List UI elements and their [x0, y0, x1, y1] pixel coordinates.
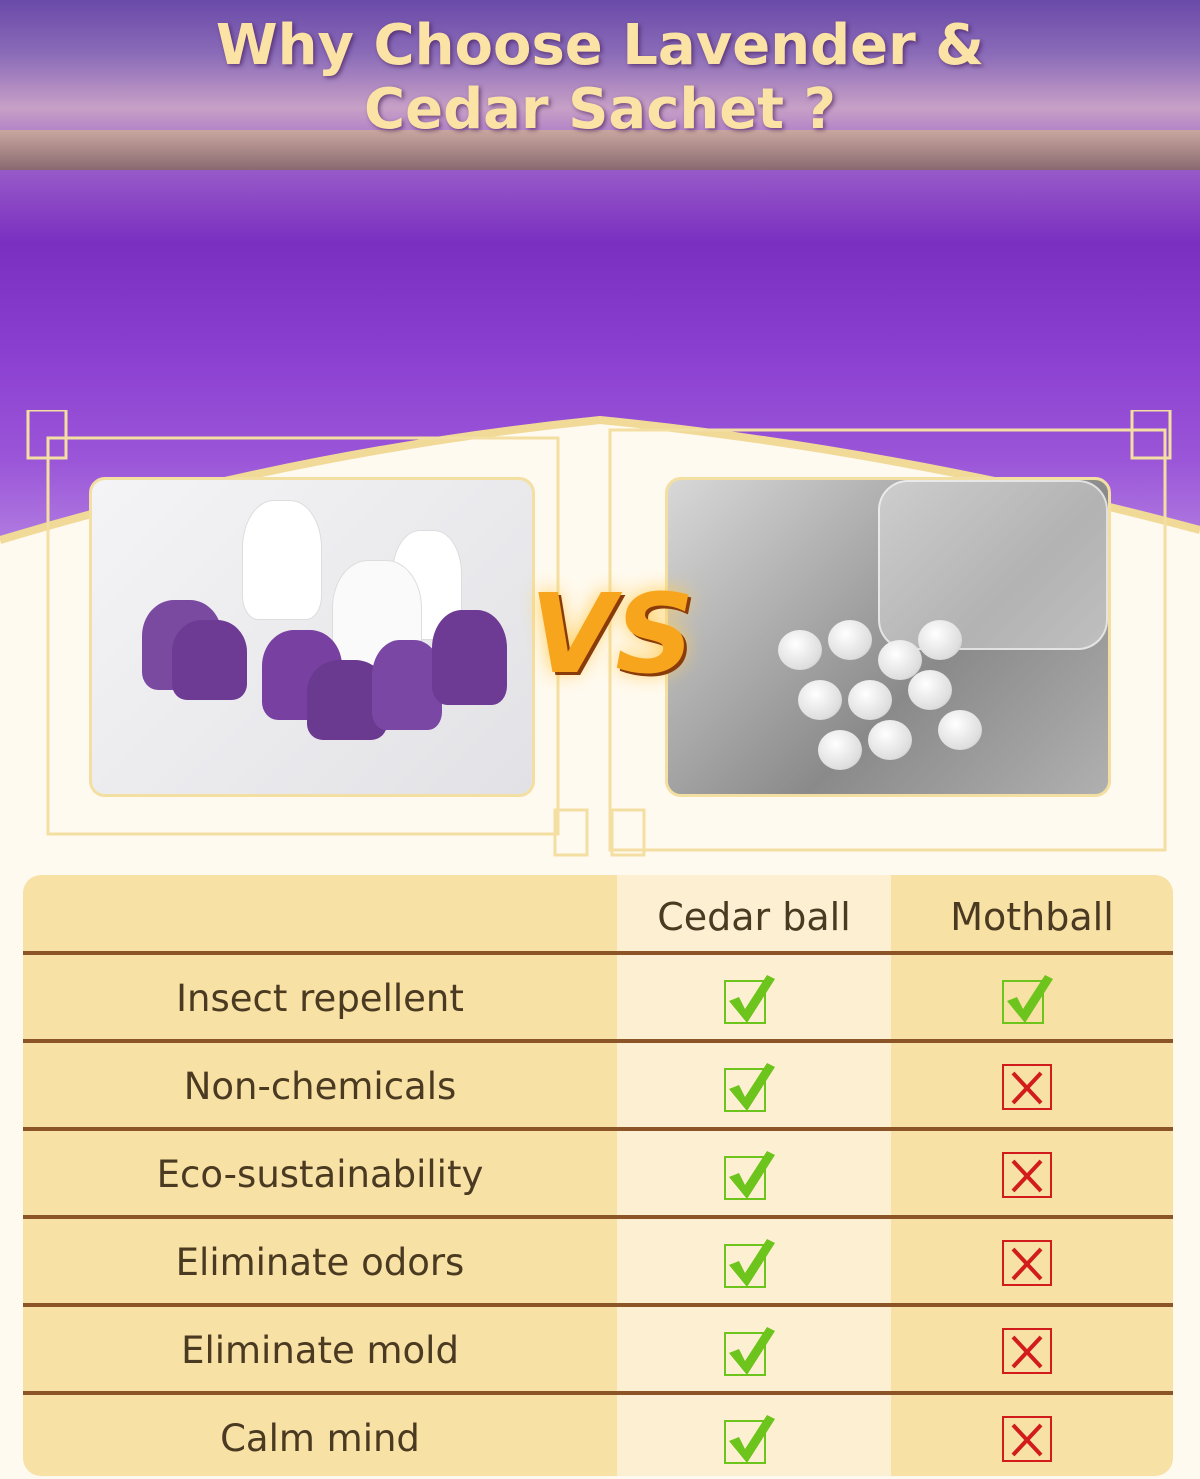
check-icon [723, 1323, 777, 1377]
mothball-photo [665, 477, 1111, 797]
cross-icon [1001, 1059, 1055, 1113]
row-label: Insect repellent [176, 977, 464, 1020]
check-icon [723, 1235, 777, 1289]
table-row: Non-chemicals [23, 1039, 1173, 1126]
cross-icon [1001, 1411, 1055, 1465]
cross-icon [1001, 1147, 1055, 1201]
row-label: Eliminate mold [181, 1329, 459, 1372]
row-label: Non-chemicals [183, 1065, 457, 1108]
check-icon [723, 1411, 777, 1465]
comparison-table: Cedar ball Mothball Insect repellent Non… [23, 875, 1173, 1476]
check-icon [1001, 971, 1055, 1025]
table-row: Calm mind [23, 1391, 1173, 1476]
row-label: Eliminate odors [175, 1241, 465, 1284]
table-row: Eliminate odors [23, 1215, 1173, 1302]
check-icon [723, 1059, 777, 1113]
header-mothball: Mothball [950, 895, 1114, 939]
table-row: Eco-sustainability [23, 1127, 1173, 1214]
cross-icon [1001, 1235, 1055, 1289]
check-icon [723, 971, 777, 1025]
header-cedar-ball: Cedar ball [657, 895, 851, 939]
cross-icon [1001, 1323, 1055, 1377]
page-title: Why Choose Lavender & Cedar Sachet ? [215, 13, 985, 142]
row-label: Calm mind [220, 1417, 420, 1460]
row-label: Eco-sustainability [156, 1153, 484, 1196]
table-row: Insect repellent [23, 951, 1173, 1038]
table-row: Eliminate mold [23, 1303, 1173, 1390]
check-icon [723, 1147, 777, 1201]
lavender-sachet-photo [89, 477, 535, 797]
vs-label: VS [530, 570, 695, 698]
